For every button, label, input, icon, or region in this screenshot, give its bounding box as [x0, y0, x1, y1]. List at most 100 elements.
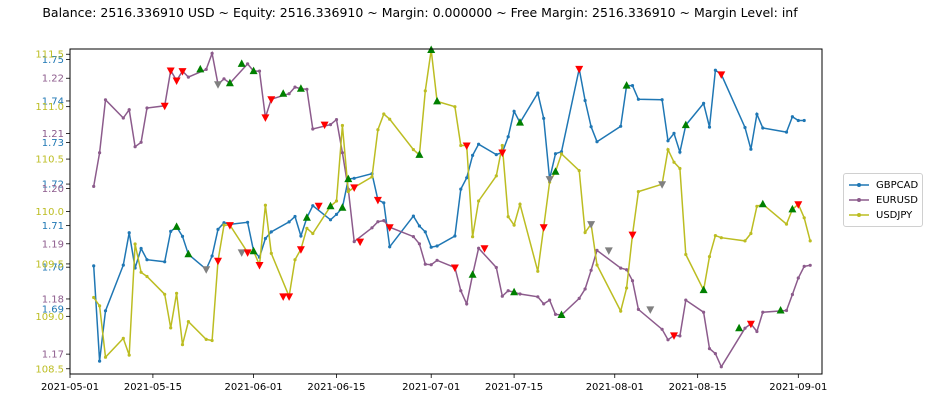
x-tick-label-7: 2021-08-15 [669, 382, 727, 393]
data-point-eurusd-32 [352, 240, 356, 244]
legend-entry-eurusd: EURUSD [848, 193, 918, 207]
x-tick-label-0: 2021-05-01 [41, 382, 99, 393]
trade-marker-down-23 [261, 114, 270, 122]
data-point-usdjpy-27 [311, 231, 315, 236]
data-point-usdjpy-62 [625, 286, 629, 290]
y-tick-label-eurusd-0: 1.17 [42, 350, 64, 361]
data-point-usdjpy-9 [169, 326, 173, 330]
x-tick-label-3: 2021-06-15 [307, 382, 365, 393]
data-point-usdjpy-61 [619, 309, 623, 313]
data-point-eurusd-53 [542, 302, 546, 306]
trade-marker-down-65 [794, 201, 803, 209]
y-tick-label-eurusd-5: 1.22 [42, 74, 64, 85]
data-point-eurusd-6 [139, 140, 143, 144]
trade-marker-down-2 [172, 77, 181, 85]
data-point-usdjpy-74 [743, 239, 747, 243]
data-point-eurusd-4 [127, 108, 131, 112]
data-point-eurusd-39 [423, 262, 427, 266]
trade-marker-neutral-5 [214, 81, 222, 89]
data-point-eurusd-28 [328, 123, 333, 127]
data-point-gbpcad-80 [796, 118, 800, 123]
data-point-gbpcad-45 [471, 153, 475, 157]
data-point-usdjpy-1 [98, 304, 102, 308]
data-point-gbpcad-63 [630, 84, 635, 88]
data-point-usdjpy-30 [340, 123, 344, 128]
data-point-eurusd-16 [222, 77, 226, 81]
data-point-gbpcad-27 [311, 204, 315, 208]
trade-marker-up-57 [681, 120, 690, 129]
legend-entry-gbpcad: GBPCAD [848, 178, 918, 192]
y-tick-label-usdjpy-5: 111.0 [35, 102, 64, 113]
data-point-gbpcad-52 [536, 91, 540, 95]
data-point-usdjpy-33 [370, 175, 374, 179]
data-point-eurusd-77 [761, 310, 765, 314]
data-point-eurusd-55 [553, 312, 558, 316]
trade-marker-down-12 [320, 121, 329, 130]
data-point-eurusd-79 [790, 292, 795, 297]
trade-marker-down-0 [160, 102, 169, 111]
trade-marker-down-39 [462, 142, 471, 150]
trade-marker-down-34 [385, 224, 394, 232]
data-point-gbpcad-81 [802, 118, 806, 123]
data-point-gbpcad-22 [269, 230, 273, 234]
data-point-usdjpy-22 [269, 251, 273, 255]
x-tick-label-2: 2021-06-01 [224, 382, 282, 393]
trade-marker-up-52 [622, 81, 631, 89]
data-point-gbpcad-15 [216, 227, 220, 231]
data-point-gbpcad-77 [761, 126, 765, 130]
y-tick-label-usdjpy-0: 108.5 [35, 364, 64, 375]
y-tick-label-gbpcad-4: 1.73 [42, 138, 64, 149]
data-point-eurusd-47 [494, 265, 498, 270]
trade-marker-up-63 [776, 306, 785, 314]
data-point-gbpcad-36 [388, 245, 392, 249]
trade-marker-neutral-55 [658, 181, 667, 189]
trade-marker-down-41 [480, 245, 489, 253]
data-point-gbpcad-40 [429, 245, 433, 249]
data-point-usdjpy-24 [293, 258, 297, 262]
trade-marker-up-64 [788, 204, 797, 213]
data-point-usdjpy-21 [263, 203, 267, 207]
legend-label-gbpcad: GBPCAD [876, 179, 919, 191]
trade-marker-down-31 [350, 184, 359, 192]
trade-marker-neutral-19 [237, 249, 246, 257]
data-point-gbpcad-55 [553, 152, 558, 156]
data-point-eurusd-80 [796, 276, 800, 280]
legend-label-usdjpy: USDJPY [876, 209, 913, 221]
data-point-usdjpy-39 [423, 89, 427, 93]
data-point-gbpcad-35 [382, 201, 386, 205]
y-tick-label-gbpcad-6: 1.75 [42, 55, 64, 66]
plot-frame [69, 48, 823, 375]
data-point-usdjpy-2 [103, 355, 108, 359]
y-tick-label-gbpcad-1: 1.70 [42, 263, 64, 274]
x-tick-label-6: 2021-08-01 [586, 382, 644, 393]
y-tick-label-gbpcad-2: 1.71 [42, 221, 64, 232]
x-tick-label-1: 2021-05-15 [124, 382, 182, 393]
data-point-gbpcad-14 [210, 254, 214, 258]
trade-marker-up-35 [415, 150, 424, 158]
data-point-eurusd-3 [121, 116, 125, 120]
data-point-usdjpy-73 [719, 236, 723, 240]
data-point-gbpcad-58 [583, 98, 587, 103]
trade-marker-down-59 [717, 71, 726, 79]
data-point-gbpcad-49 [506, 135, 510, 139]
data-point-gbpcad-1 [98, 359, 102, 363]
data-point-eurusd-65 [660, 327, 664, 331]
data-point-gbpcad-18 [246, 220, 250, 224]
data-point-gbpcad-3 [121, 263, 125, 267]
data-point-gbpcad-38 [417, 224, 421, 228]
data-point-gbpcad-43 [459, 187, 463, 191]
data-point-usdjpy-10 [175, 291, 179, 295]
data-point-eurusd-33 [370, 226, 374, 230]
data-point-gbpcad-76 [755, 112, 759, 116]
data-point-eurusd-37 [411, 235, 415, 239]
y-tick-label-usdjpy-2: 109.5 [35, 259, 64, 270]
data-point-usdjpy-78 [784, 222, 789, 226]
trade-marker-down-25 [285, 293, 294, 301]
trade-marker-up-10 [279, 89, 288, 97]
data-point-usdjpy-4 [127, 353, 131, 357]
data-point-eurusd-49 [506, 289, 510, 293]
data-point-eurusd-44 [465, 302, 469, 306]
data-point-gbpcad-42 [453, 234, 457, 238]
data-point-gbpcad-23 [287, 220, 291, 224]
data-point-gbpcad-24 [293, 214, 297, 219]
